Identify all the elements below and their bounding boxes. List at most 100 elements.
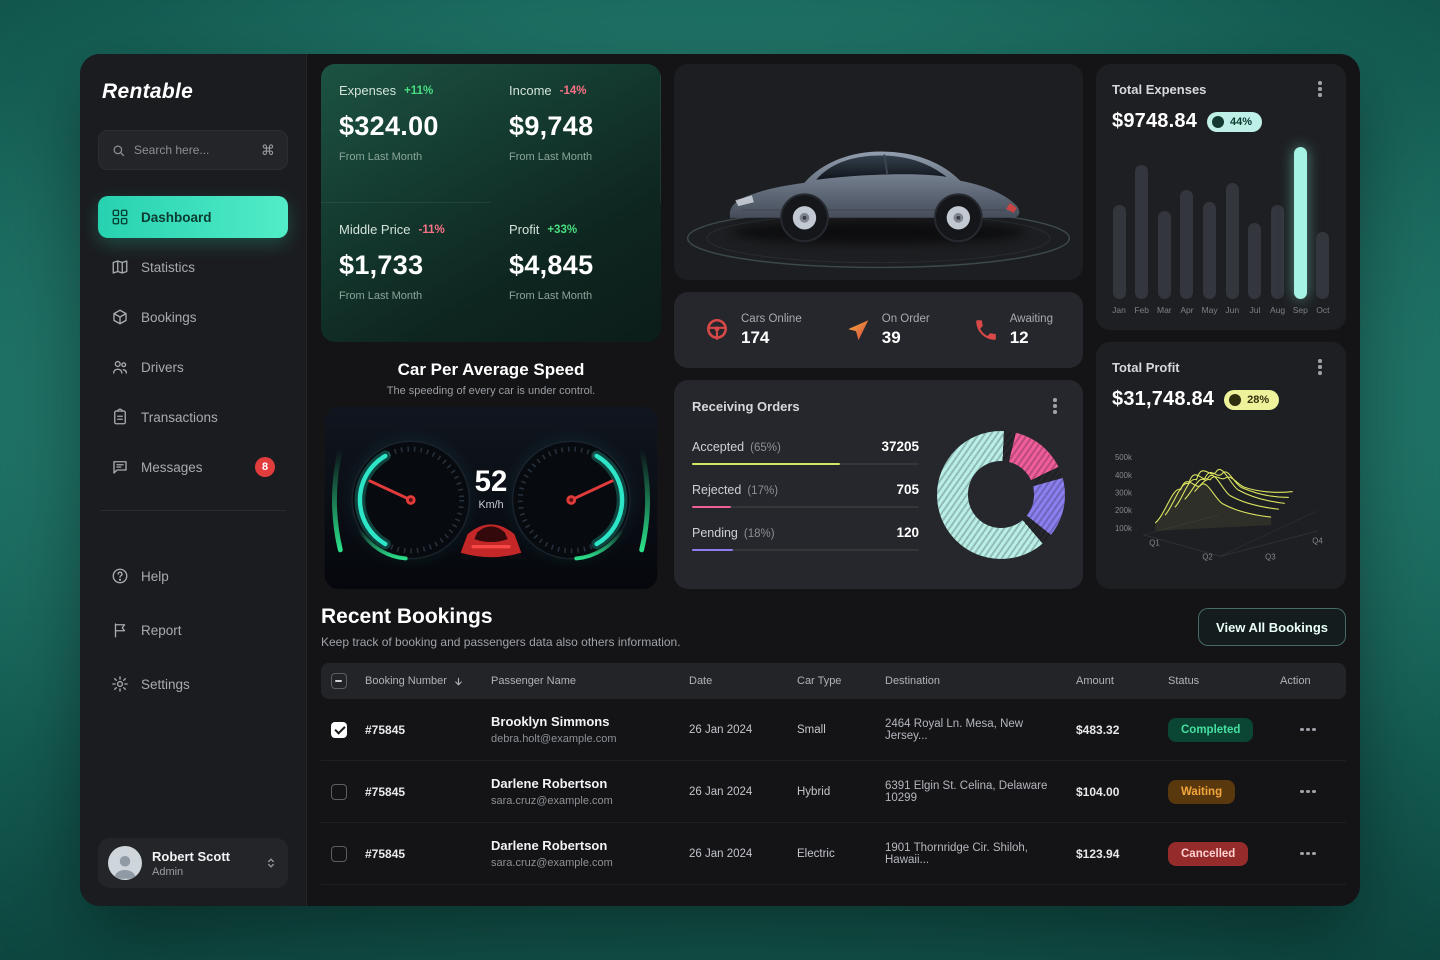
order-status-count: 37205 bbox=[881, 438, 919, 454]
bar-month-label: Aug bbox=[1270, 305, 1286, 315]
receiving-orders-panel: Receiving Orders Accepted (65%) bbox=[674, 380, 1083, 589]
more-options-icon[interactable] bbox=[1310, 357, 1330, 377]
sidebar-item-transactions[interactable]: Transactions bbox=[98, 396, 288, 438]
brand-logo: Rentable bbox=[102, 80, 194, 103]
car-type: Hybrid bbox=[797, 785, 831, 798]
primary-nav: Dashboard Statistics Bookings Drivers Tr… bbox=[98, 196, 288, 496]
bar-column: Oct bbox=[1316, 147, 1330, 315]
sidebar-item-settings[interactable]: Settings bbox=[98, 663, 288, 705]
sidebar: Rentable ⌘ Dashboard Statistics Bookings… bbox=[80, 54, 307, 906]
bar bbox=[1316, 232, 1330, 299]
view-all-bookings-button[interactable]: View All Bookings bbox=[1198, 608, 1346, 646]
bar-month-label: Apr bbox=[1180, 305, 1194, 315]
bookings-table: Booking Number Passenger Name Date Car T… bbox=[321, 663, 1346, 885]
bar bbox=[1135, 165, 1149, 299]
svg-text:Q1: Q1 bbox=[1149, 539, 1159, 548]
fleet-stat-label: Cars Online bbox=[741, 312, 802, 325]
order-progress-line bbox=[692, 505, 731, 508]
order-status-count: 120 bbox=[896, 524, 919, 540]
badge-dot-icon bbox=[1212, 115, 1225, 128]
total-expenses-title: Total Expenses bbox=[1112, 81, 1207, 97]
column-header-action: Action bbox=[1280, 675, 1311, 687]
svg-text:400k: 400k bbox=[1115, 471, 1132, 480]
order-progress-line bbox=[692, 548, 733, 551]
bar bbox=[1225, 183, 1239, 299]
passenger-name: Brooklyn Simmons bbox=[491, 714, 610, 729]
fleet-stat-value: 39 bbox=[881, 327, 901, 347]
report-flag-icon bbox=[111, 621, 129, 639]
kpi-label: Middle Price bbox=[339, 222, 411, 237]
booking-date: 26 Jan 2024 bbox=[689, 723, 753, 736]
bookings-subtitle: Keep track of booking and passengers dat… bbox=[321, 635, 681, 649]
fleet-stat-value: 174 bbox=[741, 327, 770, 347]
sidebar-item-report[interactable]: Report bbox=[98, 609, 288, 651]
bookings-title: Recent Bookings bbox=[321, 605, 493, 628]
order-cursor-icon bbox=[845, 317, 871, 343]
table-row: #75845 Darlene Robertson sara.cruz@examp… bbox=[321, 761, 1346, 823]
bar bbox=[1180, 189, 1194, 299]
row-actions-button[interactable] bbox=[1280, 789, 1336, 794]
donut-hole bbox=[967, 461, 1035, 528]
status-badge: Cancelled bbox=[1168, 841, 1249, 866]
search-input[interactable] bbox=[134, 143, 253, 157]
order-progress-track bbox=[692, 505, 919, 508]
expenses-bar-chart: Jan Feb Mar Apr May Jun Jul Aug Sep Oct bbox=[1112, 147, 1330, 315]
ellipsis-icon bbox=[1306, 727, 1310, 732]
kpi-grid: Expenses +11% $324.00 From Last Month In… bbox=[321, 64, 661, 342]
row-actions-button[interactable] bbox=[1280, 727, 1336, 732]
sidebar-item-messages[interactable]: Messages 8 bbox=[98, 446, 288, 488]
bar-column: Jun bbox=[1225, 147, 1239, 315]
right-column: Total Expenses $9748.84 44% Jan Feb Mar Apr… bbox=[1096, 64, 1346, 589]
amount: $104.00 bbox=[1076, 784, 1120, 799]
booking-number: #75845 bbox=[365, 846, 406, 861]
speed-gauge-image: 52 Km/h bbox=[324, 407, 658, 589]
messages-chat-icon bbox=[111, 458, 129, 476]
sidebar-item-bookings[interactable]: Bookings bbox=[98, 296, 288, 338]
row-actions-button[interactable] bbox=[1280, 851, 1336, 856]
amount: $123.94 bbox=[1076, 846, 1120, 861]
user-card[interactable]: Robert Scott Admin bbox=[98, 838, 288, 888]
order-status-label: Pending bbox=[692, 525, 738, 540]
car-type: Electric bbox=[797, 847, 835, 860]
avatar bbox=[108, 846, 142, 880]
row-checkbox[interactable] bbox=[331, 845, 347, 862]
kpi-delta: -11% bbox=[418, 223, 445, 236]
sidebar-item-dashboard[interactable]: Dashboard bbox=[98, 196, 288, 238]
sort-descending-icon[interactable] bbox=[453, 676, 464, 687]
table-row: #75845 Darlene Robertson sara.cruz@examp… bbox=[321, 823, 1346, 885]
kpi-value: $4,845 bbox=[509, 250, 594, 280]
unread-count-badge: 8 bbox=[255, 457, 275, 477]
bar-highlighted bbox=[1293, 147, 1307, 299]
booking-number: #75845 bbox=[365, 722, 406, 737]
speed-panel-subtitle: The speeding of every car is under contr… bbox=[386, 385, 596, 397]
bar-month-label: May bbox=[1201, 305, 1218, 315]
row-checkbox[interactable] bbox=[331, 783, 347, 800]
more-options-icon[interactable] bbox=[1310, 79, 1330, 99]
phone-icon bbox=[973, 317, 999, 343]
main-content: Expenses +11% $324.00 From Last Month In… bbox=[307, 54, 1360, 906]
average-speed-panel: Car Per Average Speed The speeding of ev… bbox=[321, 354, 661, 589]
column-header-passenger-name: Passenger Name bbox=[491, 675, 576, 687]
sidebar-item-label: Transactions bbox=[141, 409, 218, 425]
fleet-stat-on-order: On Order 39 bbox=[845, 313, 930, 348]
sidebar-divider bbox=[100, 510, 286, 511]
total-expenses-panel: Total Expenses $9748.84 44% Jan Feb Mar Apr… bbox=[1096, 64, 1346, 330]
column-header-booking-number: Booking Number bbox=[365, 675, 447, 687]
kpi-caption: From Last Month bbox=[509, 151, 593, 163]
more-options-icon[interactable] bbox=[1045, 396, 1065, 416]
red-car-glyph bbox=[460, 524, 522, 560]
status-badge: Completed bbox=[1168, 717, 1254, 742]
sidebar-item-drivers[interactable]: Drivers bbox=[98, 346, 288, 388]
kpi-delta: +33% bbox=[547, 223, 578, 236]
account-switcher-chevrons-icon[interactable] bbox=[264, 855, 278, 871]
fleet-stat-label: On Order bbox=[881, 312, 930, 325]
sidebar-item-statistics[interactable]: Statistics bbox=[98, 246, 288, 288]
sidebar-item-help[interactable]: Help bbox=[98, 555, 288, 597]
fleet-stats: Cars Online 174 On Order 39 bbox=[674, 292, 1083, 368]
order-status-percent: (17%) bbox=[747, 484, 779, 497]
order-progress-line bbox=[692, 462, 840, 465]
select-all-checkbox[interactable] bbox=[331, 673, 347, 689]
row-checkbox[interactable] bbox=[331, 721, 347, 738]
speed-gauge-cluster: 52 Km/h bbox=[321, 407, 661, 589]
profit-ridge-image: 500k 400k 300k 200k 100k bbox=[1115, 453, 1323, 561]
